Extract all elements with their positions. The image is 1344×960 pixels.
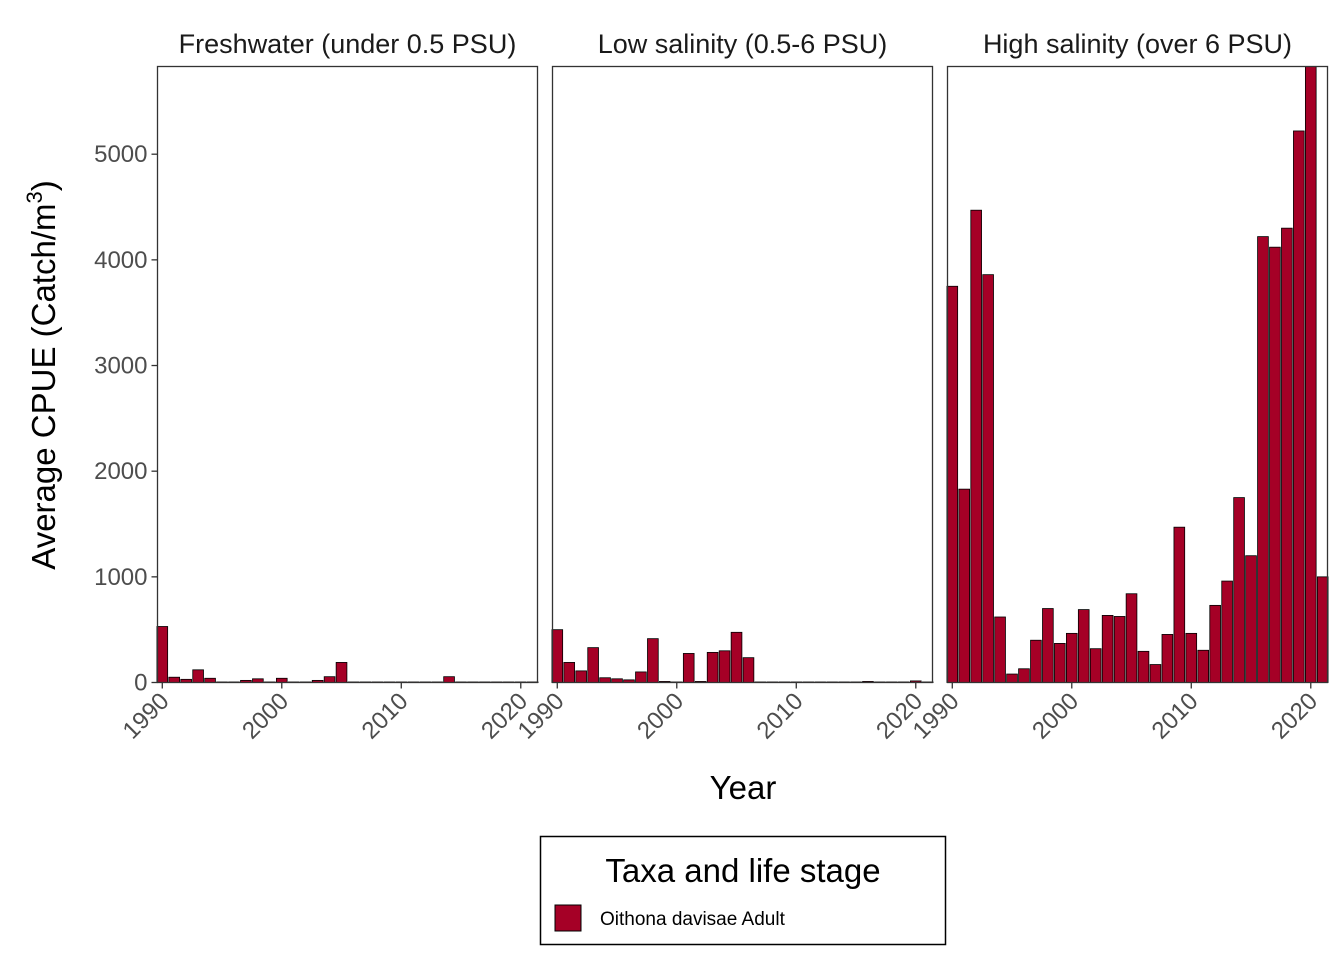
bar <box>1101 615 1114 683</box>
bar <box>682 653 695 683</box>
bar <box>323 676 336 683</box>
bar <box>156 626 169 683</box>
bar <box>635 671 647 683</box>
bar <box>192 669 204 683</box>
panel-title: Freshwater (under 0.5 PSU) <box>179 29 517 59</box>
bar <box>994 616 1006 683</box>
legend: Taxa and life stage Oithona davisae Adul… <box>539 835 947 946</box>
x-tick-label: 2000 <box>237 688 294 745</box>
bar <box>1221 580 1233 683</box>
panel-1: Freshwater (under 0.5 PSU)1990 2000 2010 20… <box>118 29 539 745</box>
bar <box>1257 236 1269 683</box>
panel-border <box>156 65 539 684</box>
bar <box>1125 593 1138 683</box>
bar <box>946 285 959 683</box>
y-tick-label: 5000 <box>94 141 147 168</box>
bar <box>1065 632 1078 683</box>
panel-background <box>552 66 933 683</box>
y-tick-label: 2000 <box>94 458 147 485</box>
bar <box>1304 66 1317 683</box>
bar <box>958 488 971 683</box>
panel-2: Low salinity (0.5-6 PSU)1990 2000 2010 2020 <box>513 29 934 745</box>
bar <box>575 670 587 683</box>
bar <box>1077 609 1090 683</box>
panel-border <box>551 65 934 684</box>
bar <box>1269 246 1281 683</box>
bar <box>1149 664 1162 683</box>
x-tick-label: 2000 <box>1027 688 1084 745</box>
bar <box>563 662 576 683</box>
y-tick-label: 3000 <box>94 353 147 380</box>
legend-title: Taxa and life stage <box>605 852 880 889</box>
bar <box>1054 643 1066 683</box>
bar <box>168 676 181 683</box>
bar <box>1281 227 1293 683</box>
panel-background <box>157 66 538 683</box>
bar <box>982 274 994 683</box>
bar <box>1089 648 1102 683</box>
y-tick-label: 1000 <box>94 564 147 591</box>
panel-3: High salinity (over 6 PSU)1990 2000 2010 20… <box>908 29 1329 745</box>
x-tick-label: 2010 <box>1147 688 1204 745</box>
x-tick-label: 2010 <box>752 688 809 745</box>
bar <box>1113 616 1126 683</box>
bar <box>1245 555 1257 683</box>
bar <box>599 677 611 683</box>
y-axis: 0 1000 2000 3000 4000 5000 <box>94 141 158 697</box>
bar <box>551 629 564 683</box>
bar <box>1161 634 1174 683</box>
panel-title: High salinity (over 6 PSU) <box>983 29 1292 59</box>
panel-title: Low salinity (0.5-6 PSU) <box>598 29 888 59</box>
bar <box>335 662 348 683</box>
bar <box>587 647 599 683</box>
bar <box>730 631 743 683</box>
bar <box>1018 668 1030 683</box>
bar <box>718 650 731 683</box>
y-axis-title: Average CPUE (Catch/m3) <box>22 180 62 569</box>
legend-key-swatch <box>554 904 582 932</box>
bar <box>1137 650 1150 683</box>
bar <box>1209 604 1221 683</box>
bar <box>1006 673 1018 683</box>
bar <box>1197 649 1210 683</box>
x-tick-label: 2000 <box>632 688 689 745</box>
panel-border <box>946 65 1329 684</box>
bar <box>1173 526 1186 683</box>
bar <box>1030 639 1042 683</box>
bar <box>1316 576 1329 683</box>
bar <box>1293 130 1305 683</box>
bar <box>647 638 659 683</box>
x-tick-label: 2010 <box>357 688 414 745</box>
bar <box>443 676 455 683</box>
y-tick-label: 4000 <box>94 247 147 274</box>
x-tick-label: 2020 <box>1266 688 1323 745</box>
chart-panels: Freshwater (under 0.5 PSU)1990 2000 2010 20… <box>118 29 1329 745</box>
bar <box>1185 632 1198 683</box>
legend-label: Oithona davisae Adult <box>600 909 786 930</box>
bar <box>970 209 982 683</box>
bar <box>1233 497 1245 683</box>
legend-box <box>539 835 947 946</box>
bar <box>1042 608 1054 683</box>
bar <box>742 657 755 683</box>
y-tick-label: 0 <box>134 670 147 697</box>
x-axis-title: Year <box>710 769 777 806</box>
bar <box>706 651 719 683</box>
